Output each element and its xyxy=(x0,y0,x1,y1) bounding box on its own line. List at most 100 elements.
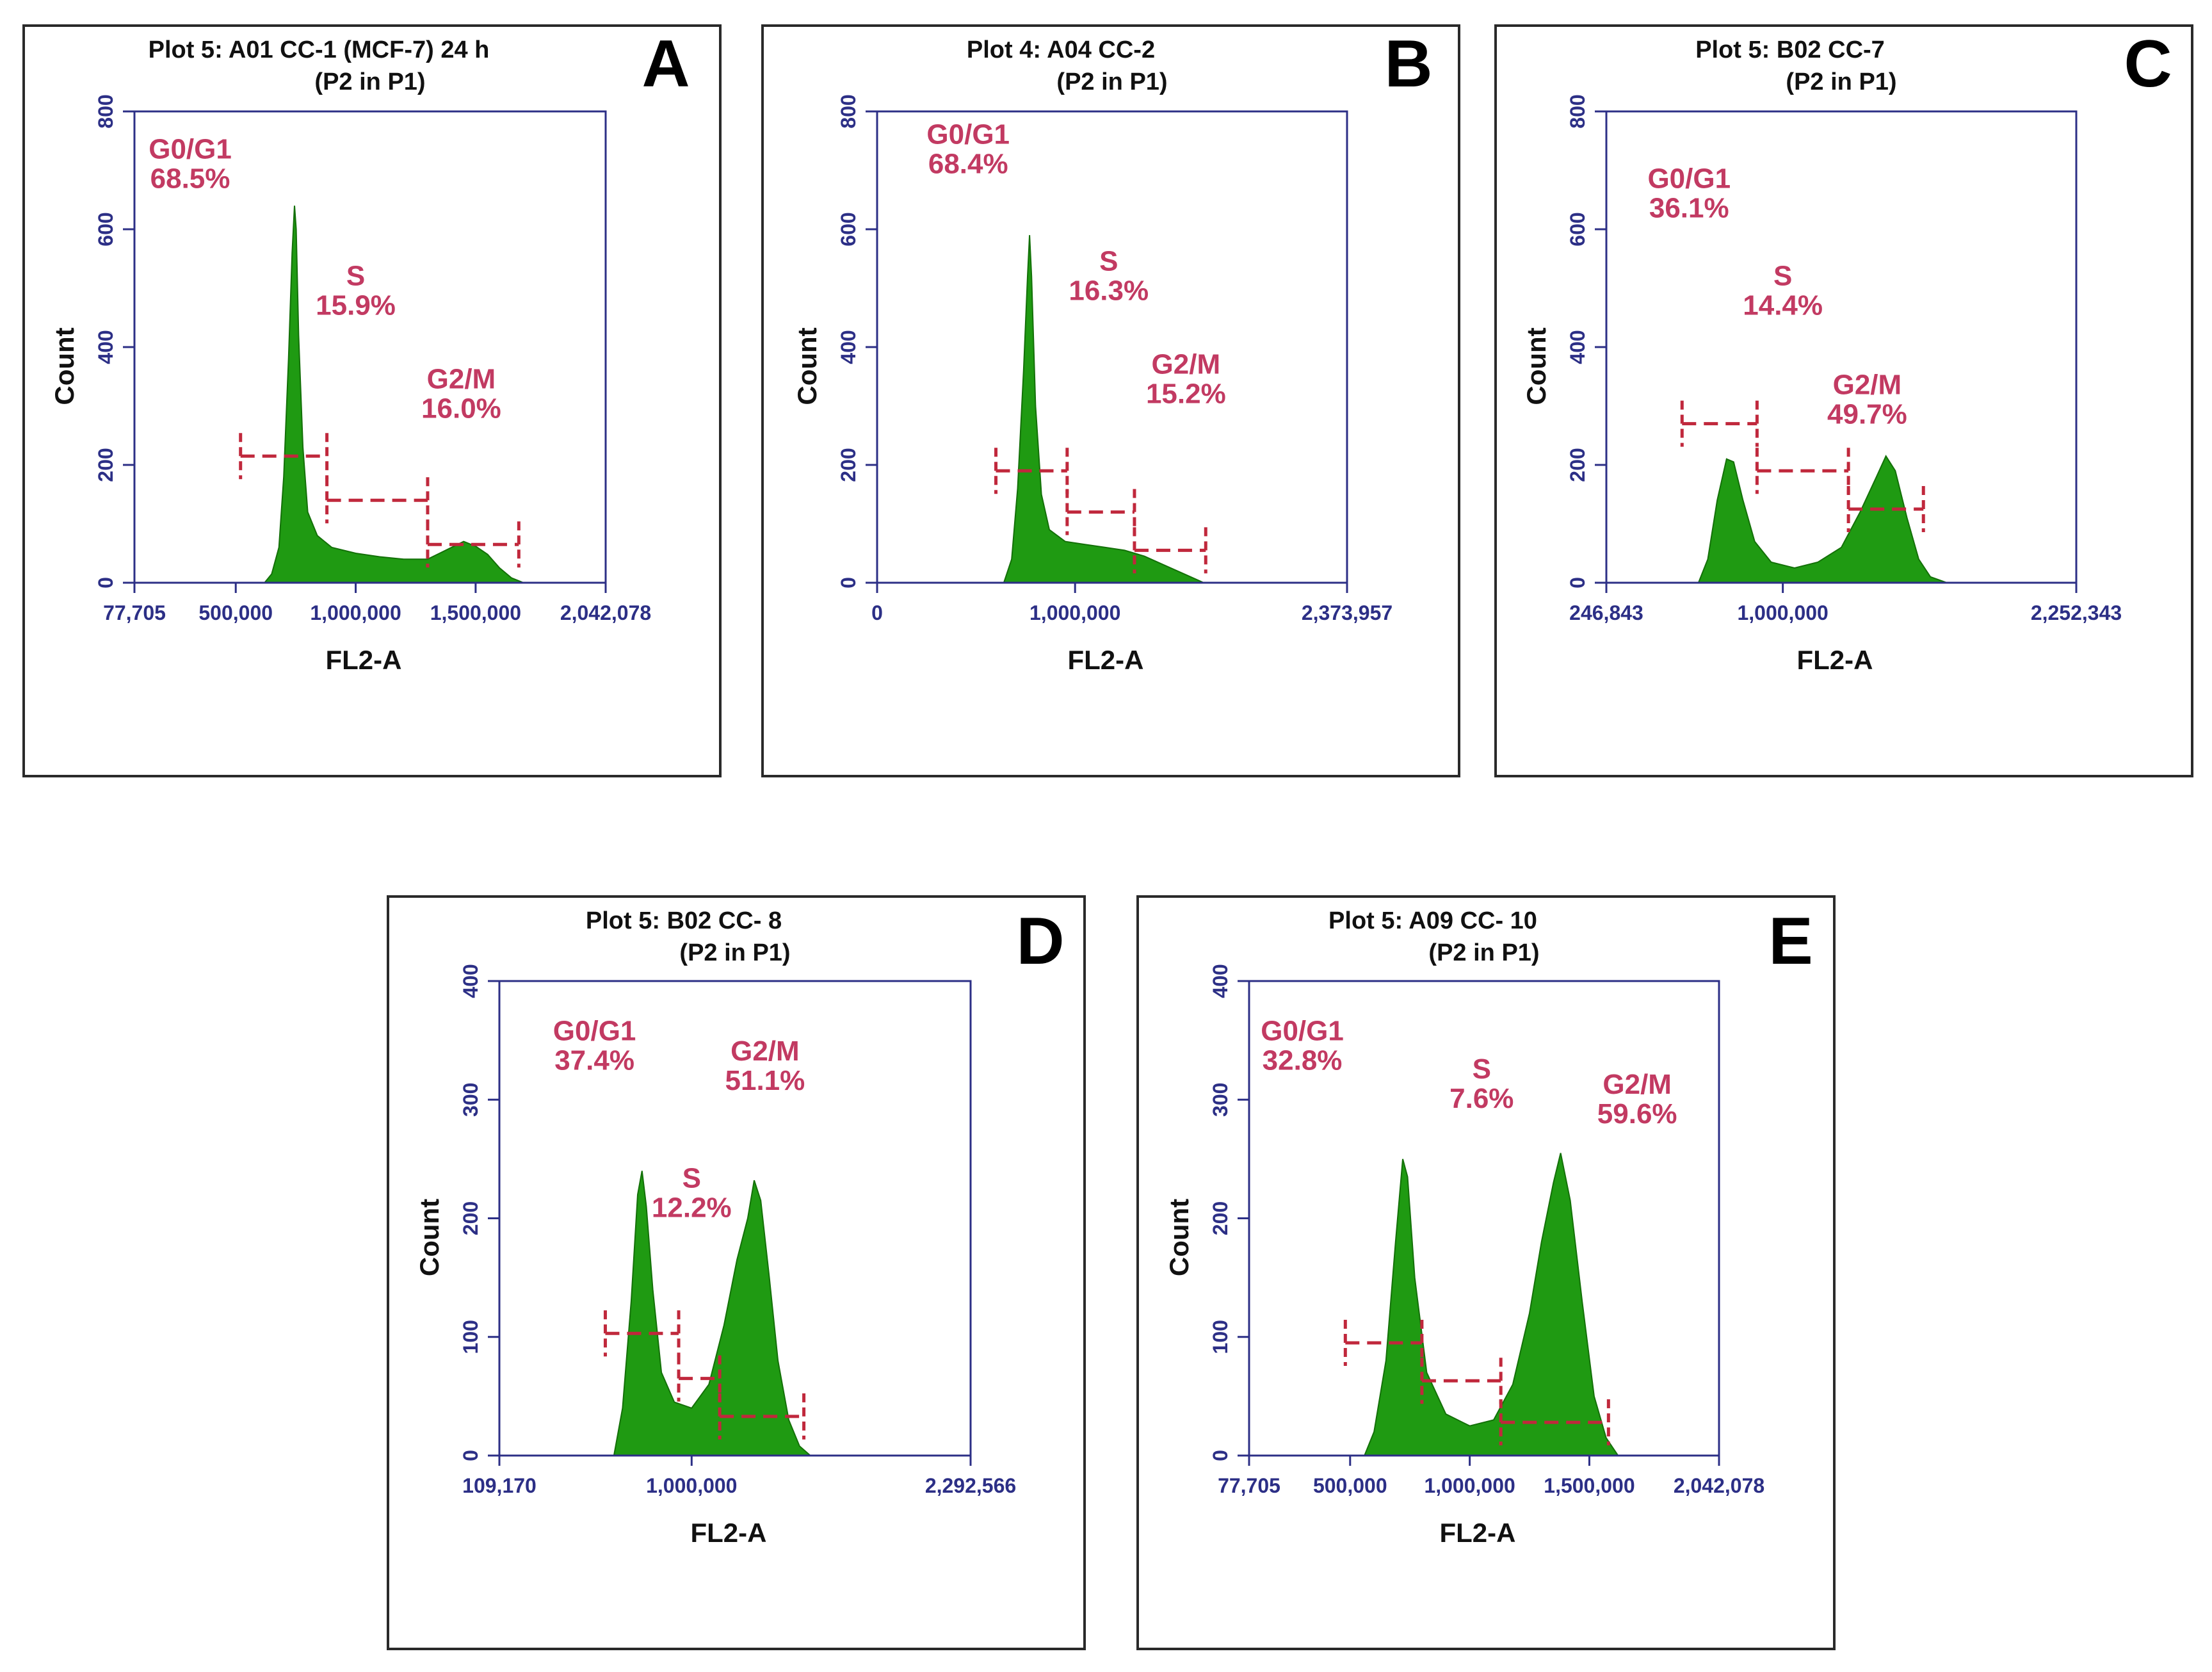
phase-percentage: 15.2% xyxy=(1146,378,1226,409)
x-tick-label: 77,705 xyxy=(103,601,166,624)
panel-letter: B xyxy=(1384,27,1432,101)
gate-g0-g1 xyxy=(1680,400,1759,447)
plot-title: Plot 5: A09 CC- 10 xyxy=(1328,907,1537,934)
chart-panel-a: Plot 5: A01 CC-1 (MCF-7) 24 h (P2 in P1) A… xyxy=(22,24,722,777)
chart-panel-c: Plot 5: B02 CC-7 (P2 in P1) C 0 200 400 600 800… xyxy=(1494,24,2193,777)
annotation-s: S12.2% xyxy=(652,1162,732,1223)
y-tick-label: 600 xyxy=(94,212,117,246)
y-tick-label: 400 xyxy=(837,330,860,364)
x-axis-label: FL2-A xyxy=(326,645,402,675)
phase-percentage: 15.9% xyxy=(316,289,396,321)
panel-letter: D xyxy=(1016,904,1064,978)
y-tick-label: 100 xyxy=(1209,1320,1232,1354)
phase-label: G2/M xyxy=(427,363,496,394)
gate-g2-m xyxy=(1133,527,1207,574)
gate-g2-m xyxy=(1846,486,1925,532)
x-tick-label: 2,292,566 xyxy=(925,1474,1016,1497)
phase-label: G2/M xyxy=(1602,1069,1672,1100)
gate-s xyxy=(1755,448,1850,494)
annotation-s: S16.3% xyxy=(1069,245,1149,306)
x-tick-label: 2,252,343 xyxy=(2031,601,2122,624)
phase-label: G0/G1 xyxy=(149,134,232,165)
phase-label: S xyxy=(346,260,365,291)
gate-g0-g1 xyxy=(1343,1320,1424,1367)
gate-g0-g1 xyxy=(603,1310,681,1357)
annotation-s: S14.4% xyxy=(1743,260,1823,321)
y-tick-label: 400 xyxy=(1566,330,1589,364)
phase-percentage: 16.0% xyxy=(421,393,501,424)
histogram-area xyxy=(1003,235,1204,583)
x-axis-label: FL2-A xyxy=(1068,645,1144,675)
phase-label: G2/M xyxy=(1152,348,1221,380)
y-tick-label: 200 xyxy=(459,1201,482,1235)
histogram-area xyxy=(613,1171,812,1456)
plot-subtitle: (P2 in P1) xyxy=(1786,69,1896,95)
x-tick-label: 2,042,078 xyxy=(1674,1474,1764,1497)
y-axis-label: Count xyxy=(414,1199,444,1276)
gate-g2-m xyxy=(426,521,521,568)
panel-frame xyxy=(761,24,1460,777)
plot-title: Plot 5: B02 CC- 8 xyxy=(586,907,782,934)
phase-percentage: 59.6% xyxy=(1597,1098,1677,1130)
y-tick-label: 300 xyxy=(459,1083,482,1117)
panel-letter: C xyxy=(2124,27,2172,101)
plot-subtitle: (P2 in P1) xyxy=(1428,939,1539,966)
histogram-area xyxy=(1697,455,1948,583)
y-tick-label: 400 xyxy=(94,330,117,364)
x-tick-label: 1,000,000 xyxy=(1424,1474,1515,1497)
plot-subtitle: (P2 in P1) xyxy=(1056,69,1167,95)
x-tick-label: 2,042,078 xyxy=(560,601,651,624)
x-tick-label: 109,170 xyxy=(462,1474,537,1497)
annotation-g2-m: G2/M49.7% xyxy=(1827,369,1907,430)
x-tick-label: 77,705 xyxy=(1218,1474,1280,1497)
phase-label: G0/G1 xyxy=(553,1016,636,1047)
y-tick-label: 0 xyxy=(1209,1450,1232,1461)
phase-label: S xyxy=(1099,245,1118,277)
y-tick-label: 0 xyxy=(459,1450,482,1461)
x-tick-label: 1,500,000 xyxy=(1544,1474,1635,1497)
phase-label: S xyxy=(1473,1053,1491,1085)
y-tick-label: 600 xyxy=(837,212,860,246)
x-tick-label: 1,500,000 xyxy=(430,601,521,624)
phase-label: G2/M xyxy=(1833,369,1902,401)
annotation-g2-m: G2/M59.6% xyxy=(1597,1069,1677,1130)
phase-percentage: 37.4% xyxy=(554,1045,634,1076)
x-axis-label: FL2-A xyxy=(691,1518,767,1548)
gate-g0-g1 xyxy=(994,448,1069,494)
y-tick-label: 400 xyxy=(459,964,482,998)
y-tick-label: 800 xyxy=(94,94,117,128)
gate-s xyxy=(325,477,430,524)
y-tick-label: 200 xyxy=(1209,1201,1232,1235)
y-tick-label: 200 xyxy=(1566,448,1589,482)
phase-percentage: 7.6% xyxy=(1449,1083,1514,1114)
phase-percentage: 49.7% xyxy=(1827,399,1907,430)
histogram-area xyxy=(263,206,524,583)
plot-subtitle: (P2 in P1) xyxy=(679,939,790,966)
y-tick-label: 300 xyxy=(1209,1083,1232,1117)
gate-s xyxy=(1420,1358,1503,1404)
phase-percentage: 32.8% xyxy=(1263,1045,1343,1076)
x-tick-label: 2,373,957 xyxy=(1302,601,1393,624)
plot-title: Plot 5: A01 CC-1 (MCF-7) 24 h xyxy=(149,37,490,63)
y-tick-label: 600 xyxy=(1566,212,1589,246)
y-axis-label: Count xyxy=(1164,1199,1194,1276)
phase-label: G0/G1 xyxy=(1261,1016,1344,1047)
phase-percentage: 68.4% xyxy=(928,149,1008,180)
gate-g2-m xyxy=(718,1393,806,1440)
x-axis-label: FL2-A xyxy=(1440,1518,1516,1548)
x-tick-label: 1,000,000 xyxy=(1737,601,1828,624)
y-tick-label: 0 xyxy=(94,577,117,588)
phase-percentage: 16.3% xyxy=(1069,275,1149,306)
x-tick-label: 1,000,000 xyxy=(1029,601,1120,624)
y-tick-label: 200 xyxy=(94,448,117,482)
phase-label: S xyxy=(1773,260,1792,291)
y-tick-label: 0 xyxy=(1566,577,1589,588)
annotation-s: S15.9% xyxy=(316,260,396,321)
y-tick-label: 0 xyxy=(837,577,860,588)
gate-g0-g1 xyxy=(239,433,329,480)
